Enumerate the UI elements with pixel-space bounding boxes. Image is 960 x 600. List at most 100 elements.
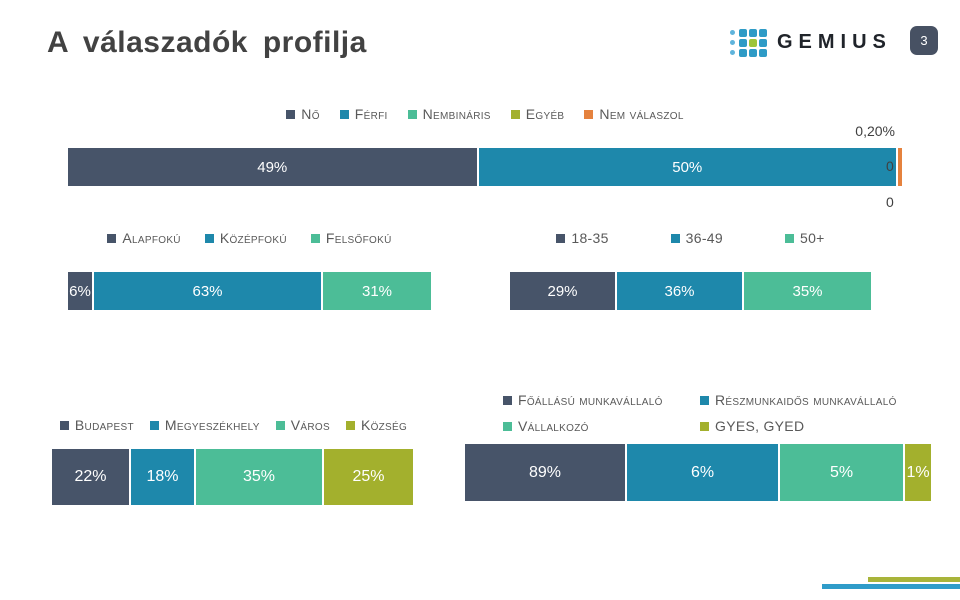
bar-segment-vallalkozo: 5% xyxy=(780,444,903,501)
logo-dot xyxy=(758,38,767,47)
legend-label: Középfokú xyxy=(219,230,287,246)
logo-dot xyxy=(738,48,747,57)
legend-item: Alapfokú xyxy=(107,230,181,246)
legend-label: GYES, GYED xyxy=(715,418,805,434)
legend-label: 36-49 xyxy=(685,230,723,246)
bar-segment-alapfoku: 6% xyxy=(68,272,92,310)
legend-swatch-dark xyxy=(107,233,117,243)
bar-segment-label: 89% xyxy=(528,463,562,481)
legend-swatch-mint xyxy=(407,109,417,119)
bar-residence: 22% 18% 35% 25% xyxy=(52,449,413,505)
logo-dot xyxy=(748,28,757,37)
legend-swatch-mint xyxy=(784,233,794,243)
bar-segment-label: 25% xyxy=(352,468,385,485)
bar-segment-label: 18% xyxy=(146,468,179,485)
bar-segment-megyeszekhely: 18% xyxy=(131,449,194,505)
legend-label: Budapest xyxy=(74,417,134,433)
chart-residence: Budapest Megyeszékhely Város Község 22% … xyxy=(52,412,415,512)
logo-dot xyxy=(730,50,735,55)
legend-swatch-teal xyxy=(670,233,680,243)
bar-segment-nem-valaszol xyxy=(898,148,903,186)
bar-segment-kozseg: 25% xyxy=(324,449,413,505)
legend-row: Főállású munkavállaló Részmunkaidős munk… xyxy=(503,387,897,413)
logo-dot xyxy=(738,28,747,37)
gemius-logo: GEMIUS xyxy=(728,28,892,57)
legend-residence: Budapest Megyeszékhely Város Község xyxy=(52,417,415,433)
bar-segment-label: 35% xyxy=(242,468,276,485)
bar-segment-label: 50% xyxy=(672,158,703,176)
bar-segment-reszmunkaidos: 6% xyxy=(627,444,778,501)
legend-swatch-orange xyxy=(584,109,594,119)
bar-segment-label: 6% xyxy=(690,463,715,481)
bar-segment-label: 63% xyxy=(192,282,223,300)
bar-age: 29% 36% 35% xyxy=(510,272,871,310)
data-label-egyeb: 0 xyxy=(886,194,894,210)
legend-label: Részmunkaidős munkavállaló xyxy=(715,392,897,408)
legend-item: Középfokú xyxy=(204,230,287,246)
logo-dot xyxy=(758,48,767,57)
page-number: 3 xyxy=(920,33,928,48)
bar-segment-label: 31% xyxy=(361,282,393,300)
bar-gender: 49% 50% xyxy=(68,148,903,186)
legend-item: Nő xyxy=(286,106,320,122)
bar-segment-foallasu: 89% xyxy=(465,444,625,501)
gemius-logo-icon xyxy=(728,28,767,57)
legend-swatch-mint xyxy=(310,233,320,243)
logo-dot xyxy=(730,40,735,45)
bar-segment-budapest: 22% xyxy=(52,449,129,505)
legend-item: 36-49 xyxy=(670,230,723,246)
legend-label: Község xyxy=(360,417,408,433)
legend-swatch-mint xyxy=(275,420,285,430)
legend-item: 50+ xyxy=(784,230,825,246)
chart-education: Alapfokú Középfokú Felsőfokú 6% 63% 31% xyxy=(68,230,431,315)
legend-row: Vállalkozó GYES, GYED xyxy=(503,413,897,439)
legend-item: Főállású munkavállaló xyxy=(503,392,700,408)
bar-segment-no: 49% xyxy=(68,148,477,186)
legend-label: Felsőfokú xyxy=(325,230,392,246)
logo-dot xyxy=(748,48,757,57)
footer-accent-olive xyxy=(868,577,960,582)
bar-segment-varos: 35% xyxy=(196,449,322,505)
gemius-logo-text: GEMIUS xyxy=(777,31,892,53)
legend-item: GYES, GYED xyxy=(700,418,804,434)
legend-label: Város xyxy=(290,417,330,433)
bar-segment-label: 35% xyxy=(792,282,823,300)
logo-dot xyxy=(758,28,767,37)
legend-swatch-teal xyxy=(700,395,709,405)
legend-label: Egyéb xyxy=(525,106,565,122)
bar-segment-ferfi: 50% xyxy=(478,148,897,186)
logo-dot-green xyxy=(748,38,757,47)
legend-item: Nem válaszol xyxy=(584,106,683,122)
legend-swatch-dark xyxy=(286,109,296,119)
legend-label: Nembináris xyxy=(422,106,491,122)
chart-employment: Főállású munkavállaló Részmunkaidős munk… xyxy=(465,385,933,505)
bar-segment-label: 36% xyxy=(664,282,695,300)
legend-item: Részmunkaidős munkavállaló xyxy=(700,392,897,408)
legend-item: Budapest xyxy=(59,417,134,433)
data-label-nem-valaszol: 0,20% xyxy=(855,123,895,139)
legend-swatch-olive xyxy=(510,109,520,119)
bar-segment-label: 5% xyxy=(829,463,854,481)
legend-item: Egyéb xyxy=(510,106,565,122)
data-label-nembinaris: 0 xyxy=(886,158,894,174)
legend-education: Alapfokú Középfokú Felsőfokú xyxy=(68,230,431,246)
logo-dot xyxy=(730,30,735,35)
bar-segment-label: 22% xyxy=(74,468,107,485)
legend-swatch-dark xyxy=(556,233,566,243)
legend-item: Nembináris xyxy=(407,106,491,122)
legend-gender: Nő Férfi Nembináris Egyéb Nem válaszol xyxy=(68,106,902,122)
legend-swatch-teal xyxy=(339,109,349,119)
legend-swatch-teal xyxy=(149,420,159,430)
legend-item: Város xyxy=(275,417,330,433)
logo-dot xyxy=(738,38,747,47)
legend-item: Felsőfokú xyxy=(310,230,392,246)
legend-label: 18-35 xyxy=(571,230,609,246)
legend-label: 50+ xyxy=(799,230,825,246)
page-number-badge: 3 xyxy=(910,26,938,55)
bar-employment: 89% 6% 5% 1% xyxy=(465,444,931,501)
bar-segment-label: 1% xyxy=(906,463,930,481)
legend-label: Megyeszékhely xyxy=(164,417,260,433)
bar-segment-label: 29% xyxy=(547,282,578,300)
bar-segment-50plus: 35% xyxy=(744,272,871,310)
